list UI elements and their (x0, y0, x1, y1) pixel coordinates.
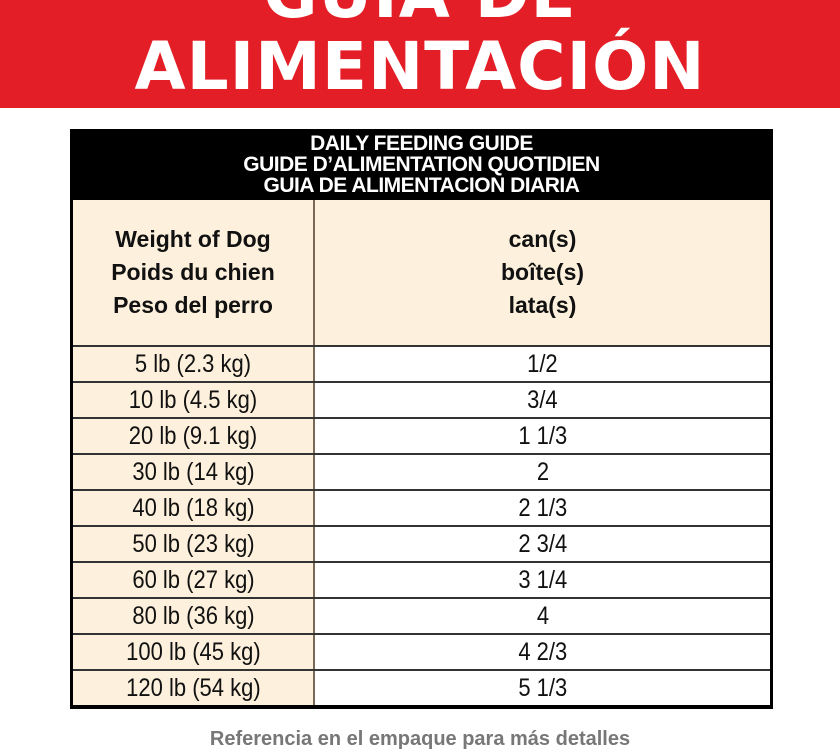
header-text: Poids du chien (111, 259, 275, 285)
weight-column-header: Weight of Dog Poids du chien Peso del pe… (73, 200, 315, 345)
weight-cell: 40 lb (18 kg) (73, 491, 315, 525)
cans-value: 1/2 (527, 349, 558, 378)
table-row: 60 lb (27 kg) 3 1/4 (73, 561, 770, 597)
weight-cell: 60 lb (27 kg) (73, 563, 315, 597)
feeding-guide-table: DAILY FEEDING GUIDE GUIDE D’ALIMENTATION… (70, 129, 773, 709)
weight-value: 100 lb (45 kg) (125, 637, 261, 666)
header-text: can(s) (508, 226, 577, 252)
cans-value: 5 1/3 (518, 673, 567, 702)
table-row: 10 lb (4.5 kg) 3/4 (73, 381, 770, 417)
weight-value: 120 lb (54 kg) (125, 673, 261, 702)
weight-value: 10 lb (4.5 kg) (128, 385, 258, 414)
cans-value: 2 1/3 (518, 493, 567, 522)
weight-value: 40 lb (18 kg) (131, 493, 255, 522)
table-body: 5 lb (2.3 kg) 1/2 10 lb (4.5 kg) 3/4 20 lb (… (73, 345, 770, 705)
cans-cell: 4 (315, 599, 770, 633)
banner-title-line2: ALIMENTACIÓN (134, 28, 706, 105)
title-french: GUIDE D’ALIMENTATION QUOTIDIEN (243, 153, 600, 176)
weight-value: 50 lb (23 kg) (131, 529, 255, 558)
table-row: 100 lb (45 kg) 4 2/3 (73, 633, 770, 669)
weight-cell: 100 lb (45 kg) (73, 635, 315, 669)
cans-value: 4 (536, 601, 549, 630)
weight-cell: 10 lb (4.5 kg) (73, 383, 315, 417)
cans-value: 3/4 (527, 385, 558, 414)
weight-cell: 120 lb (54 kg) (73, 671, 315, 705)
cans-value: 2 (536, 457, 549, 486)
header-text: lata(s) (508, 292, 577, 318)
cans-cell: 2 (315, 455, 770, 489)
table-title: DAILY FEEDING GUIDE GUIDE D’ALIMENTATION… (70, 129, 773, 200)
weight-cell: 30 lb (14 kg) (73, 455, 315, 489)
header-text: Weight of Dog (115, 226, 271, 252)
cans-value: 1 1/3 (518, 421, 567, 450)
cans-cell: 3 1/4 (315, 563, 770, 597)
title-banner: GUIA DE ALIMENTACIÓN (0, 0, 840, 108)
title-spanish: GUIA DE ALIMENTACION DIARIA (263, 174, 580, 197)
cans-cell: 2 1/3 (315, 491, 770, 525)
weight-cell: 80 lb (36 kg) (73, 599, 315, 633)
cans-column-header: can(s) boîte(s) lata(s) (315, 200, 770, 345)
cans-cell: 2 3/4 (315, 527, 770, 561)
cans-value: 2 3/4 (518, 529, 567, 558)
table-row: 120 lb (54 kg) 5 1/3 (73, 669, 770, 705)
table-row: 80 lb (36 kg) 4 (73, 597, 770, 633)
table-row: 20 lb (9.1 kg) 1 1/3 (73, 417, 770, 453)
header-text: boîte(s) (500, 259, 585, 285)
banner-title-line1: GUIA DE (0, 0, 840, 28)
title-english: DAILY FEEDING GUIDE (310, 132, 533, 155)
weight-value: 60 lb (27 kg) (131, 565, 255, 594)
header-text: Peso del perro (113, 292, 273, 318)
weight-cell: 20 lb (9.1 kg) (73, 419, 315, 453)
table-row: 30 lb (14 kg) 2 (73, 453, 770, 489)
cans-cell: 1/2 (315, 347, 770, 381)
weight-value: 20 lb (9.1 kg) (128, 421, 258, 450)
cans-cell: 5 1/3 (315, 671, 770, 705)
weight-value: 5 lb (2.3 kg) (134, 349, 252, 378)
cans-value: 4 2/3 (518, 637, 567, 666)
table-row: 5 lb (2.3 kg) 1/2 (73, 345, 770, 381)
column-header-row: Weight of Dog Poids du chien Peso del pe… (73, 200, 770, 345)
table-row: 40 lb (18 kg) 2 1/3 (73, 489, 770, 525)
weight-value: 30 lb (14 kg) (131, 457, 255, 486)
cans-value: 3 1/4 (518, 565, 567, 594)
cans-cell: 4 2/3 (315, 635, 770, 669)
cans-cell: 3/4 (315, 383, 770, 417)
cans-cell: 1 1/3 (315, 419, 770, 453)
table-row: 50 lb (23 kg) 2 3/4 (73, 525, 770, 561)
weight-cell: 5 lb (2.3 kg) (73, 347, 315, 381)
weight-cell: 50 lb (23 kg) (73, 527, 315, 561)
weight-value: 80 lb (36 kg) (131, 601, 255, 630)
